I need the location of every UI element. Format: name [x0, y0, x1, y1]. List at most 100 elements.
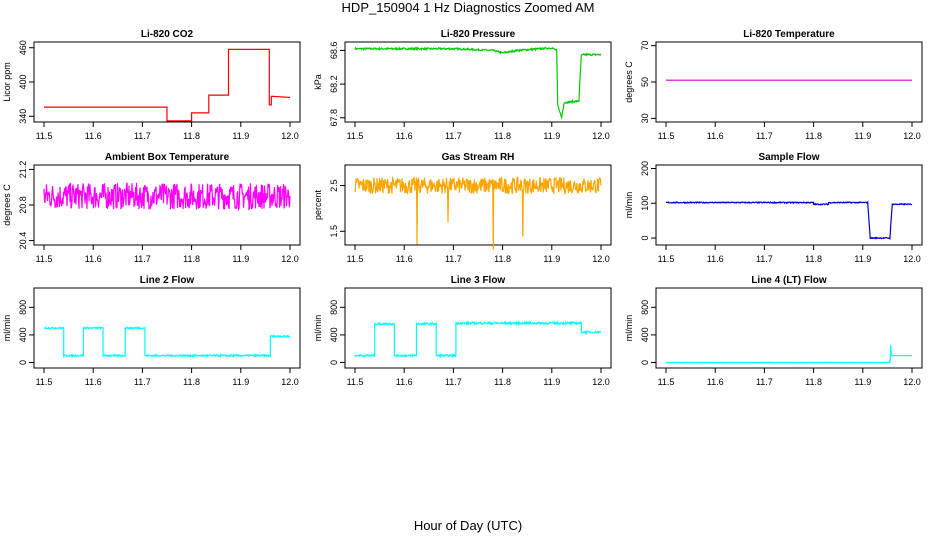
- x-tick-label: 11.7: [134, 131, 151, 141]
- y-tick-label: 68.2: [329, 75, 339, 93]
- x-tick-label: 11.7: [445, 131, 462, 141]
- panel-title: Gas Stream RH: [442, 152, 515, 163]
- x-tick-label: 11.6: [707, 377, 724, 387]
- y-tick-label: 800: [329, 300, 339, 315]
- panel-title: Li-820 Temperature: [743, 29, 835, 40]
- x-axis-title: Hour of Day (UTC): [413, 518, 523, 533]
- x-tick-label: 11.9: [543, 254, 560, 264]
- panel-title: Sample Flow: [758, 152, 819, 163]
- x-tick-label: 11.8: [494, 254, 511, 264]
- y-tick-label: 460: [18, 40, 28, 55]
- y-tick-label: 68.6: [329, 42, 339, 60]
- x-tick-label: 11.8: [494, 131, 511, 141]
- x-tick-label: 11.7: [445, 377, 462, 387]
- x-tick-label: 12.0: [903, 131, 921, 141]
- x-tick-label: 11.9: [543, 377, 560, 387]
- x-tick-label: 11.7: [445, 254, 462, 264]
- y-tick-label: 2.5: [329, 179, 339, 192]
- x-tick-label: 11.8: [805, 131, 822, 141]
- x-tick-label: 12.0: [592, 254, 610, 264]
- x-tick-label: 11.9: [543, 131, 560, 141]
- y-tick-label: 70: [640, 41, 650, 51]
- x-tick-label: 11.9: [854, 377, 871, 387]
- panel-5: Sample Flow ml/min 11.5 11.6 11.7 11.8 11.9 12.…: [624, 152, 923, 264]
- x-tick-label: 11.6: [396, 131, 413, 141]
- x-tick-label: 12.0: [592, 377, 610, 387]
- panel-4: Gas Stream RH percent 11.5 11.6 11.7 11.8 11.9…: [313, 152, 612, 264]
- x-tick-label: 11.9: [854, 254, 871, 264]
- x-tick-label: 11.8: [183, 131, 200, 141]
- y-tick-label: 20.8: [18, 196, 28, 214]
- x-tick-label: 11.5: [347, 377, 364, 387]
- x-tick-label: 11.8: [805, 254, 822, 264]
- panel-title: Li-820 CO2: [141, 29, 194, 40]
- y-tick-label: 400: [18, 74, 28, 89]
- x-tick-label: 11.6: [396, 254, 413, 264]
- x-tick-label: 11.5: [36, 254, 53, 264]
- y-axis-label: percent: [313, 189, 323, 220]
- y-axis-label: Licor ppm: [2, 62, 12, 102]
- panel-title: Line 3 Flow: [451, 275, 506, 286]
- x-tick-label: 11.8: [183, 377, 200, 387]
- x-tick-label: 11.6: [396, 377, 413, 387]
- plot-frame: [344, 41, 612, 123]
- y-axis-label: degrees C: [624, 61, 634, 103]
- plot-frame: [344, 287, 612, 369]
- y-axis-label: ml/min: [2, 315, 12, 342]
- y-tick-label: 200: [640, 161, 650, 176]
- y-tick-label: 67.8: [329, 109, 339, 127]
- x-tick-label: 12.0: [281, 131, 299, 141]
- x-tick-label: 12.0: [281, 377, 299, 387]
- y-tick-label: 400: [329, 327, 339, 342]
- series-line: [44, 48, 290, 122]
- series-line: [354, 46, 602, 121]
- y-axis-label: ml/min: [624, 192, 634, 219]
- series-line: [43, 182, 291, 212]
- y-tick-label: 0: [640, 236, 650, 241]
- x-tick-label: 11.9: [232, 254, 249, 264]
- series-line: [665, 345, 913, 364]
- x-tick-label: 11.5: [658, 377, 675, 387]
- x-tick-label: 11.9: [232, 131, 249, 141]
- y-tick-label: 20.4: [18, 232, 28, 250]
- x-tick-label: 11.9: [232, 377, 249, 387]
- panel-3: Ambient Box Temperature degrees C 11.5 11.6…: [2, 152, 301, 264]
- y-tick-label: 21.2: [18, 161, 28, 179]
- series-line: [354, 320, 602, 359]
- panel-6: Line 2 Flow ml/min 11.5 11.6 11.7 11.8 11.9 12.…: [2, 275, 301, 387]
- x-tick-label: 12.0: [281, 254, 299, 264]
- x-tick-label: 11.7: [756, 254, 773, 264]
- plot-frame: [655, 164, 923, 246]
- panel-7: Line 3 Flow ml/min 11.5 11.6 11.7 11.8 11.9 12.…: [313, 275, 612, 387]
- x-tick-label: 11.7: [756, 131, 773, 141]
- y-tick-label: 0: [329, 360, 339, 365]
- x-tick-label: 11.5: [36, 377, 53, 387]
- x-tick-label: 11.5: [347, 254, 364, 264]
- x-tick-label: 11.6: [85, 254, 102, 264]
- series-line: [44, 326, 291, 359]
- x-tick-label: 11.7: [134, 377, 151, 387]
- series-line: [354, 175, 602, 250]
- panel-title: Line 2 Flow: [140, 275, 195, 286]
- figure-title: HDP_150904 1 Hz Diagnostics Zoomed AM: [341, 0, 595, 15]
- y-tick-label: 0: [640, 360, 650, 365]
- y-tick-label: 0: [18, 360, 28, 365]
- x-tick-label: 11.7: [134, 254, 151, 264]
- panel-0: Li-820 CO2 Licor ppm 11.5 11.6 11.7 11.8 11.9 1…: [2, 29, 301, 141]
- y-axis-label: degrees C: [2, 184, 12, 226]
- series-line: [666, 200, 913, 241]
- x-tick-label: 11.7: [756, 377, 773, 387]
- y-tick-label: 400: [18, 327, 28, 342]
- plot-frame: [655, 41, 923, 123]
- panel-8: Line 4 (LT) Flow ml/min 11.5 11.6 11.7 11.8 11…: [624, 275, 923, 387]
- y-tick-label: 1.5: [329, 225, 339, 238]
- panel-2: Li-820 Temperature degrees C 11.5 11.6 11.7 1…: [624, 29, 923, 141]
- panel-title: Li-820 Pressure: [441, 29, 516, 40]
- y-axis-label: ml/min: [624, 315, 634, 342]
- x-tick-label: 11.8: [494, 377, 511, 387]
- y-tick-label: 800: [640, 300, 650, 315]
- plot-frame: [344, 164, 612, 246]
- panel-title: Line 4 (LT) Flow: [751, 275, 827, 286]
- x-tick-label: 12.0: [903, 254, 921, 264]
